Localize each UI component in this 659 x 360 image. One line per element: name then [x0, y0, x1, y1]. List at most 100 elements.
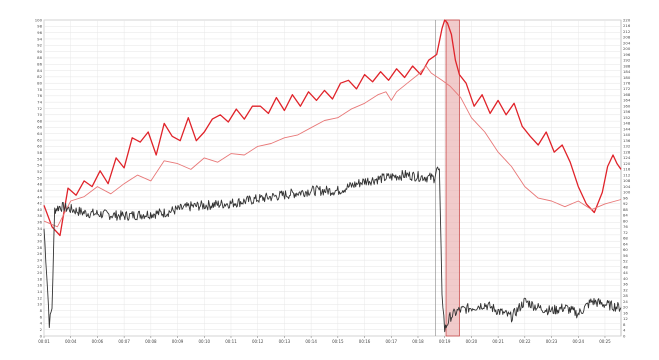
left-tick-label: 82: [37, 74, 42, 79]
left-tick-label: 84: [37, 68, 42, 73]
left-tick-label: 88: [37, 55, 42, 60]
left-tick-label: 0: [40, 333, 43, 338]
left-tick-label: 100: [35, 17, 43, 22]
left-tick-label: 42: [37, 201, 42, 206]
left-tick-label: 92: [37, 43, 42, 48]
right-tick-label: 132: [623, 144, 631, 149]
right-tick-label: 212: [623, 29, 631, 34]
left-tick-label: 34: [37, 226, 42, 231]
x-tick-label: 00:25: [599, 339, 611, 344]
right-tick-label: 72: [623, 230, 628, 235]
left-tick-label: 18: [37, 276, 42, 281]
right-tick-label: 172: [623, 86, 631, 91]
x-tick-label: 00:20: [466, 339, 478, 344]
right-tick-label: 0: [623, 333, 626, 338]
left-tick-label: 64: [37, 131, 42, 136]
left-tick-label: 74: [37, 99, 42, 104]
left-tick-label: 56: [37, 156, 42, 161]
left-tick-label: 60: [37, 144, 42, 149]
left-tick-label: 44: [37, 194, 42, 199]
right-tick-label: 76: [623, 224, 628, 229]
x-tick-label: 00:24: [572, 339, 584, 344]
left-tick-label: 52: [37, 169, 42, 174]
right-tick-label: 156: [623, 109, 631, 114]
x-axis: 00:01 00:04 00:06 00:07 00:08 00:09 00:10 00:11…: [38, 336, 611, 344]
left-tick-label: 40: [37, 207, 42, 212]
x-tick-label: 00:06: [92, 339, 104, 344]
right-tick-label: 112: [623, 172, 631, 177]
right-tick-label: 192: [623, 58, 631, 63]
right-tick-label: 108: [623, 178, 631, 183]
right-tick-label: 20: [623, 305, 628, 310]
x-tick-label: 00:07: [118, 339, 130, 344]
left-tick-label: 86: [37, 62, 42, 67]
right-tick-label: 28: [623, 293, 628, 298]
right-tick-label: 136: [623, 138, 631, 143]
right-tick-label: 220: [623, 17, 631, 22]
left-tick-label: 36: [37, 220, 42, 225]
right-tick-label: 180: [623, 75, 631, 80]
left-tick-label: 70: [37, 112, 42, 117]
right-tick-label: 160: [623, 103, 631, 108]
left-tick-label: 76: [37, 93, 42, 98]
series-line-1: [43, 19, 622, 237]
right-tick-label: 8: [623, 322, 626, 327]
series-line-2: [43, 65, 622, 228]
x-tick-label: 00:13: [279, 339, 291, 344]
x-tick-label: 00:22: [519, 339, 531, 344]
right-tick-label: 68: [623, 236, 628, 241]
left-axis: 0246810121416182022242628303234363840424…: [35, 17, 43, 338]
x-tick-label: 00:18: [412, 339, 424, 344]
right-tick-label: 152: [623, 115, 631, 120]
right-tick-label: 140: [623, 132, 631, 137]
right-tick-label: 92: [623, 201, 628, 206]
right-tick-label: 36: [623, 282, 628, 287]
left-tick-label: 2: [40, 327, 43, 332]
left-tick-label: 6: [40, 314, 43, 319]
right-tick-label: 196: [623, 52, 631, 57]
right-tick-label: 200: [623, 46, 631, 51]
right-tick-label: 80: [623, 218, 628, 223]
left-tick-label: 50: [37, 175, 42, 180]
series-line-3: [43, 166, 622, 333]
grid-lines: [43, 19, 621, 337]
right-tick-label: 88: [623, 207, 628, 212]
right-tick-label: 120: [623, 161, 631, 166]
left-tick-label: 62: [37, 137, 42, 142]
right-tick-label: 32: [623, 287, 628, 292]
right-tick-label: 144: [623, 126, 631, 131]
right-tick-label: 4: [623, 328, 626, 333]
left-tick-label: 98: [37, 24, 42, 29]
left-tick-label: 26: [37, 251, 42, 256]
left-tick-label: 90: [37, 49, 42, 54]
right-tick-label: 176: [623, 81, 631, 86]
x-tick-label: 00:09: [172, 339, 184, 344]
right-tick-label: 56: [623, 253, 628, 258]
right-tick-label: 164: [623, 98, 631, 103]
left-tick-label: 14: [37, 289, 42, 294]
right-tick-label: 124: [623, 155, 631, 160]
right-tick-label: 128: [623, 149, 631, 154]
right-tick-label: 44: [623, 270, 628, 275]
left-tick-label: 94: [37, 36, 42, 41]
left-tick-label: 96: [37, 30, 42, 35]
left-tick-label: 68: [37, 118, 42, 123]
right-tick-label: 104: [623, 184, 631, 189]
right-tick-label: 168: [623, 92, 631, 97]
x-tick-label: 00:08: [145, 339, 157, 344]
left-tick-label: 32: [37, 232, 42, 237]
left-tick-label: 58: [37, 150, 42, 155]
right-tick-label: 52: [623, 259, 628, 264]
left-tick-label: 48: [37, 182, 42, 187]
x-tick-label: 00:14: [305, 339, 317, 344]
left-tick-label: 30: [37, 239, 42, 244]
left-tick-label: 20: [37, 270, 42, 275]
left-tick-label: 80: [37, 81, 42, 86]
x-tick-label: 00:19: [439, 339, 451, 344]
left-tick-label: 10: [37, 302, 42, 307]
left-tick-label: 54: [37, 163, 42, 168]
right-tick-label: 48: [623, 264, 628, 269]
x-tick-label: 00:12: [252, 339, 264, 344]
x-tick-label: 00:16: [359, 339, 371, 344]
